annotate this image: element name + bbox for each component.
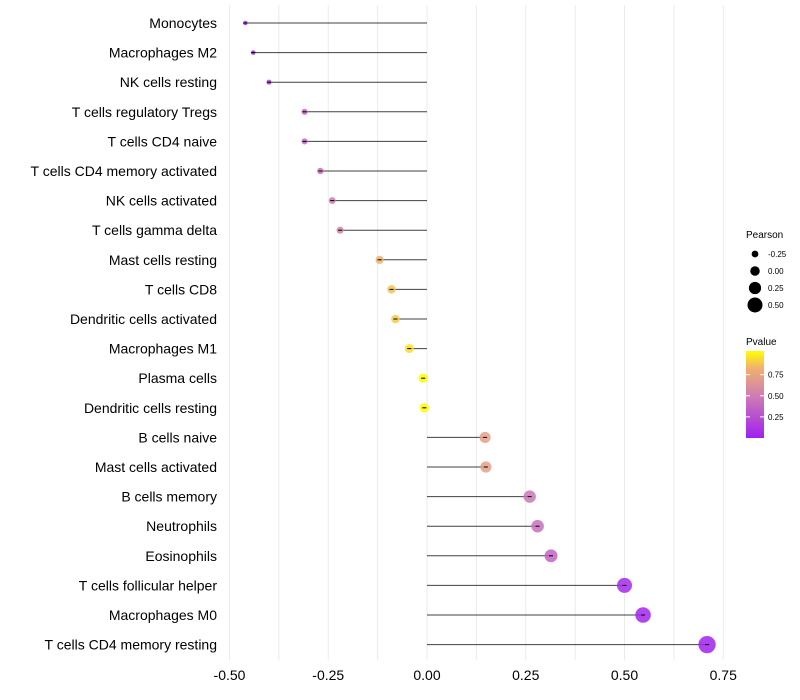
size-legend-title: Pearson <box>746 230 783 241</box>
y-tick-label: Macrophages M1 <box>109 341 217 357</box>
size-legend-key <box>751 250 759 258</box>
y-tick-label: T cells CD4 memory resting <box>45 637 217 653</box>
grid-lines <box>229 5 724 660</box>
y-tick-label: Dendritic cells resting <box>84 400 217 416</box>
size-legend-key <box>748 281 762 295</box>
x-tick-label: -0.25 <box>312 667 344 683</box>
size-legend-label: 0.50 <box>768 301 784 310</box>
y-tick-label: T cells CD8 <box>145 281 217 297</box>
color-legend-label: 0.75 <box>768 371 784 380</box>
size-legend-key <box>750 266 760 276</box>
x-tick-label: 0.00 <box>413 667 440 683</box>
x-tick-label: 0.25 <box>512 667 539 683</box>
size-legend: -0.25 0.00 0.25 0.50 <box>747 250 787 313</box>
color-legend-label: 0.25 <box>768 413 784 422</box>
y-tick-label: T cells CD4 memory activated <box>31 163 217 179</box>
color-bar <box>746 351 764 438</box>
y-tick-label: Macrophages M0 <box>109 607 217 623</box>
size-legend-key <box>747 297 763 313</box>
size-legend-label: 0.00 <box>768 267 784 276</box>
y-tick-label: NK cells activated <box>106 193 217 209</box>
y-tick-label: T cells follicular helper <box>79 577 218 593</box>
y-axis-labels: Monocytes Macrophages M2 NK cells resting T… <box>31 15 218 653</box>
points <box>243 20 716 654</box>
y-tick-label: Mast cells resting <box>109 252 217 268</box>
size-legend-label: -0.25 <box>768 250 787 259</box>
color-legend-ticks: 0.25 0.50 0.75 <box>746 371 784 422</box>
x-tick-label: 0.75 <box>710 667 737 683</box>
y-tick-label: Mast cells activated <box>95 459 217 475</box>
y-tick-label: Plasma cells <box>138 370 217 386</box>
x-tick-label: -0.50 <box>214 667 246 683</box>
color-legend-title: Pvalue <box>746 337 777 348</box>
size-legend-label: 0.25 <box>768 284 784 293</box>
y-tick-label: Monocytes <box>149 15 217 31</box>
y-tick-label: Dendritic cells activated <box>70 311 217 327</box>
y-tick-label: NK cells resting <box>120 74 217 90</box>
y-tick-label: B cells memory <box>121 489 217 505</box>
y-tick-label: Macrophages M2 <box>109 45 217 61</box>
y-tick-label: T cells CD4 naive <box>108 133 218 149</box>
legend: Pearson -0.25 0.00 0.25 0.50 Pvalue 0.25 0.5… <box>746 230 787 438</box>
y-tick-label: B cells naive <box>138 429 217 445</box>
x-tick-label: 0.50 <box>611 667 638 683</box>
color-legend-label: 0.50 <box>768 392 784 401</box>
y-tick-label: T cells gamma delta <box>92 222 217 238</box>
x-axis-labels: -0.50 -0.25 0.00 0.25 0.50 0.75 <box>214 667 738 683</box>
y-tick-label: Eosinophils <box>145 548 217 564</box>
y-tick-label: Neutrophils <box>146 518 217 534</box>
y-tick-label: T cells regulatory Tregs <box>72 104 217 120</box>
